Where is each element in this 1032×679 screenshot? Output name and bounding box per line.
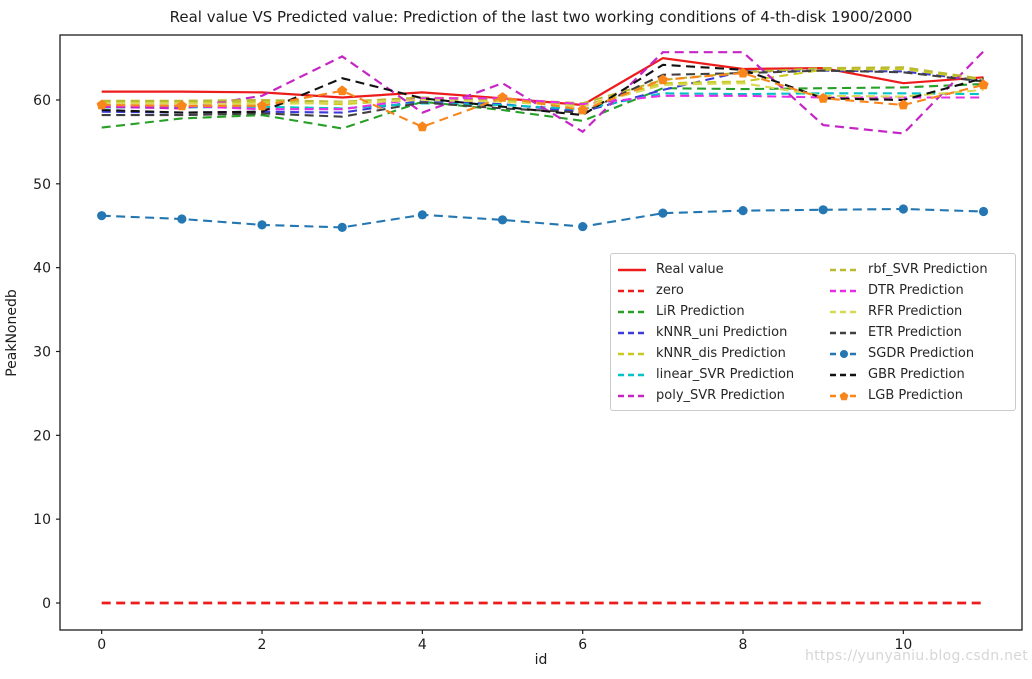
y-tick-label: 50 bbox=[33, 177, 51, 193]
plot-frame bbox=[59, 34, 1023, 631]
marker-sgdr-prediction bbox=[177, 214, 187, 224]
legend-item-rfr-prediction: RFR Prediction bbox=[829, 301, 1011, 322]
marker-sgdr-prediction bbox=[337, 222, 347, 233]
legend-swatch-zero bbox=[618, 289, 646, 292]
legend-label-lgb-prediction: LGB Prediction bbox=[868, 388, 963, 403]
legend: Real value zero LiR Prediction kNNR_uni Pre… bbox=[610, 253, 1016, 411]
marker-lgb-prediction bbox=[497, 92, 508, 102]
series-line-poly-svr-prediction bbox=[101, 50, 985, 135]
watermark: https://yunyaniu.blog.csdn.net bbox=[804, 648, 1028, 664]
y-tick-label: 60 bbox=[33, 93, 51, 109]
marker-sgdr-prediction bbox=[257, 220, 267, 230]
legend-marker-lgb-prediction bbox=[839, 391, 849, 400]
y-tick-label: 30 bbox=[33, 344, 51, 360]
legend-column-1: Real value zero LiR Prediction kNNR_uni Pre… bbox=[617, 259, 829, 406]
legend-label-gbr-prediction: GBR Prediction bbox=[868, 367, 965, 382]
legend-item-lgb-prediction: LGB Prediction bbox=[829, 385, 1011, 406]
series-line-sgdr-prediction bbox=[101, 207, 984, 229]
legend-swatch-poly-svr-prediction bbox=[618, 394, 646, 397]
legend-swatch-lgb-prediction bbox=[830, 391, 858, 400]
legend-label-rfr-prediction: RFR Prediction bbox=[868, 304, 963, 319]
x-tick-label: 8 bbox=[739, 637, 748, 653]
marker-lgb-prediction bbox=[737, 67, 749, 78]
legend-label-knnr-dis-prediction: kNNR_dis Prediction bbox=[656, 346, 786, 361]
legend-item-poly-svr-prediction: poly_SVR Prediction bbox=[617, 385, 829, 406]
series-line-lgb-prediction bbox=[101, 72, 984, 128]
legend-column-2: rbf_SVR Prediction DTR Prediction RFR Pred… bbox=[829, 259, 1011, 406]
x-tick-label: 4 bbox=[418, 637, 427, 653]
legend-item-lir-prediction: LiR Prediction bbox=[617, 301, 829, 322]
legend-swatch-real-value bbox=[618, 268, 646, 271]
legend-item-knnr-dis-prediction: kNNR_dis Prediction bbox=[617, 343, 829, 364]
x-axis-label: id bbox=[534, 652, 548, 668]
legend-item-etr-prediction: ETR Prediction bbox=[829, 322, 1011, 343]
legend-label-lir-prediction: LiR Prediction bbox=[656, 304, 745, 319]
marker-lgb-prediction bbox=[256, 100, 268, 111]
marker-lgb-prediction bbox=[818, 92, 829, 103]
marker-lgb-prediction bbox=[898, 99, 909, 110]
y-tick-label: 10 bbox=[33, 512, 51, 528]
legend-swatch-linear-svr-prediction bbox=[618, 373, 646, 376]
marker-sgdr-prediction bbox=[898, 204, 908, 214]
marker-sgdr-prediction bbox=[578, 221, 588, 232]
legend-item-zero: zero bbox=[617, 280, 829, 301]
y-tick-label: 0 bbox=[42, 596, 51, 612]
legend-marker-sgdr-prediction bbox=[840, 349, 848, 358]
x-tick-label: 0 bbox=[97, 637, 106, 653]
y-axis-label: PeakNonedb bbox=[4, 289, 20, 377]
legend-label-dtr-prediction: DTR Prediction bbox=[868, 283, 964, 298]
marker-lgb-prediction bbox=[337, 85, 348, 96]
marker-sgdr-prediction bbox=[738, 206, 748, 216]
legend-label-poly-svr-prediction: poly_SVR Prediction bbox=[656, 388, 785, 403]
marker-lgb-prediction bbox=[176, 100, 187, 111]
legend-label-rbf-svr-prediction: rbf_SVR Prediction bbox=[868, 262, 988, 277]
legend-item-linear-svr-prediction: linear_SVR Prediction bbox=[617, 364, 829, 385]
legend-swatch-rfr-prediction bbox=[830, 310, 858, 313]
x-tick-label: 10 bbox=[894, 637, 912, 653]
series-line-etr-prediction bbox=[101, 69, 984, 118]
legend-swatch-knnr-uni-prediction bbox=[618, 331, 646, 334]
chart-title: Real value VS Predicted value: Predictio… bbox=[169, 8, 913, 26]
marker-lgb-prediction bbox=[417, 121, 428, 132]
legend-item-knnr-uni-prediction: kNNR_uni Prediction bbox=[617, 322, 829, 343]
marker-sgdr-prediction bbox=[97, 211, 107, 221]
legend-item-gbr-prediction: GBR Prediction bbox=[829, 364, 1011, 385]
series-line-gbr-prediction bbox=[101, 63, 984, 117]
legend-label-knnr-uni-prediction: kNNR_uni Prediction bbox=[656, 325, 788, 340]
legend-swatch-etr-prediction bbox=[830, 331, 858, 334]
legend-swatch-gbr-prediction bbox=[830, 373, 858, 376]
legend-label-zero: zero bbox=[656, 283, 684, 298]
series-line-real-value bbox=[101, 56, 984, 107]
x-tick-label: 6 bbox=[578, 637, 587, 653]
legend-swatch-sgdr-prediction bbox=[830, 349, 858, 358]
legend-swatch-dtr-prediction bbox=[830, 289, 858, 292]
y-tick-label: 40 bbox=[33, 261, 51, 277]
legend-item-dtr-prediction: DTR Prediction bbox=[829, 280, 1011, 301]
legend-swatch-knnr-dis-prediction bbox=[618, 352, 646, 355]
marker-sgdr-prediction bbox=[417, 210, 427, 220]
marker-sgdr-prediction bbox=[818, 205, 828, 215]
marker-sgdr-prediction bbox=[978, 206, 989, 217]
legend-label-linear-svr-prediction: linear_SVR Prediction bbox=[656, 367, 795, 382]
legend-item-rbf-svr-prediction: rbf_SVR Prediction bbox=[829, 259, 1011, 280]
legend-item-real-value: Real value bbox=[617, 259, 829, 280]
marker-sgdr-prediction bbox=[658, 208, 668, 218]
series-line-lir-prediction bbox=[101, 82, 984, 130]
marker-lgb-prediction bbox=[657, 74, 668, 85]
legend-swatch-lir-prediction bbox=[618, 310, 646, 313]
legend-label-sgdr-prediction: SGDR Prediction bbox=[868, 346, 975, 361]
legend-swatch-rbf-svr-prediction bbox=[830, 268, 858, 271]
marker-lgb-prediction bbox=[577, 104, 588, 115]
x-tick-label: 2 bbox=[258, 637, 267, 653]
y-tick-label: 20 bbox=[33, 428, 51, 444]
marker-sgdr-prediction bbox=[497, 215, 508, 225]
marker-lgb-prediction bbox=[96, 99, 107, 110]
legend-item-sgdr-prediction: SGDR Prediction bbox=[829, 343, 1011, 364]
marker-lgb-prediction bbox=[978, 79, 989, 90]
series-line-dtr-prediction bbox=[101, 94, 984, 111]
legend-label-etr-prediction: ETR Prediction bbox=[868, 325, 962, 340]
legend-label-real-value: Real value bbox=[656, 262, 724, 277]
